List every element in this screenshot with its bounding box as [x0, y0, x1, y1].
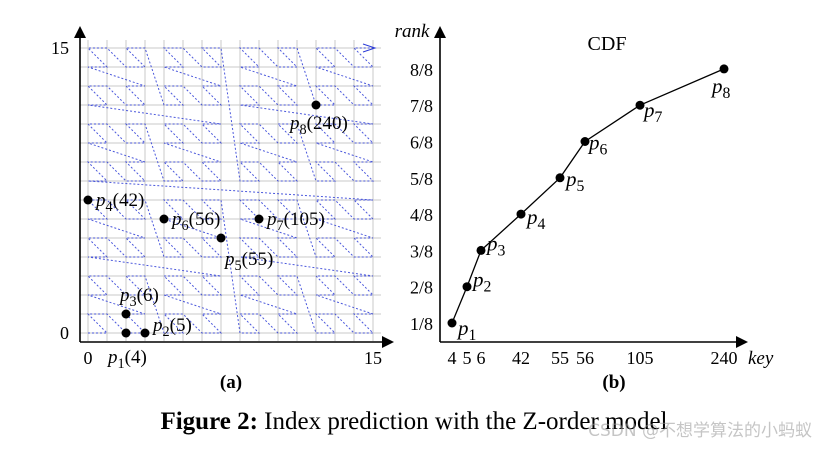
data-point-p8: [311, 100, 321, 110]
data-point-p3: [121, 309, 131, 319]
cdf-point-p1: [447, 318, 457, 328]
point-label-p1: p1(4): [106, 347, 147, 372]
point-label-p3: p3(6): [118, 285, 159, 310]
point-label-p8: p8(240): [288, 113, 348, 138]
x-tick-label: 5: [463, 348, 472, 368]
panel-a-tick-labels: 0 15 0 15: [51, 38, 382, 368]
x-tick-label: 105: [627, 348, 654, 368]
x-tick-label: 56: [576, 348, 594, 368]
panel-a-axes: [74, 26, 394, 348]
cdf-point-label-p2: p2: [471, 268, 491, 296]
x-axis-arrow: [736, 336, 748, 348]
y-axis-arrow: [434, 26, 446, 38]
cdf-point-label-p8: p8: [710, 74, 731, 102]
y-tick-label: 5/8: [410, 169, 433, 189]
panel-b-cdf: 4 5 6 42 55 56 105 2401/82/83/84/85/86/87/88/8 …: [395, 21, 774, 393]
x-tick-label: 6: [477, 348, 486, 368]
x-axis-arrow: [382, 336, 394, 348]
cdf-point-p6: [580, 137, 590, 146]
y-tick-label: 8/8: [410, 60, 433, 80]
cdf-point-label-p7: p7: [642, 98, 663, 126]
figure-caption: Figure 2: Index prediction with the Z-or…: [0, 408, 828, 436]
x-tick-label: 15: [364, 348, 382, 368]
x-axis-label: key: [748, 348, 774, 369]
cdf-point-p2: [462, 282, 472, 292]
z-order-curve: [86, 43, 377, 334]
y-tick-label: 15: [51, 38, 69, 58]
point-label-p2: p2(5): [151, 315, 192, 340]
data-point-p2: [140, 328, 150, 338]
watermark-text: CSDN @不想学算法的小蚂蚁: [588, 421, 812, 441]
point-label-p4: p4(42): [94, 190, 144, 215]
cdf-point-label-p1: p1: [456, 316, 476, 344]
caption-text: Index prediction with the Z-order model: [264, 408, 668, 435]
data-point-p5: [216, 233, 226, 243]
x-tick-label: 42: [512, 348, 530, 368]
data-point-p4: [83, 195, 93, 205]
panel-b-axes: [434, 26, 748, 348]
panel-b-label: (b): [602, 372, 625, 393]
z-order-path: [86, 47, 375, 334]
cdf-point-label-p6: p6: [587, 131, 608, 159]
caption-label: Figure 2:: [160, 408, 258, 435]
panel-a-label: (a): [220, 372, 242, 393]
y-tick-label: 0: [60, 323, 69, 343]
y-axis-arrow: [74, 26, 86, 38]
cdf-point-p3: [476, 245, 486, 255]
x-tick-label: 55: [551, 348, 569, 368]
y-tick-label: 1/8: [410, 314, 433, 334]
chart-title: CDF: [588, 33, 627, 55]
x-tick-label: 0: [84, 348, 93, 368]
curve-end-arrow: [362, 43, 377, 53]
data-point-p6: [159, 214, 169, 224]
y-tick-label: 4/8: [410, 205, 433, 225]
watermark: CSDN @不想学算法的小蚂蚁: [588, 416, 812, 441]
panel-a-zorder-grid: 0 15 0 15 p1(4)p2(5) p3(6) p4(42) p5(55)p6(56)…: [51, 26, 394, 393]
cdf-point-p4: [516, 209, 526, 219]
data-point-p1: [121, 328, 131, 338]
cdf-point-label-p5: p5: [564, 167, 585, 195]
y-tick-label: 7/8: [410, 96, 433, 116]
cdf-line: [451, 68, 725, 324]
point-label-p6: p6(56): [170, 209, 220, 234]
x-tick-label: 4: [448, 348, 457, 368]
point-label-p7: p7(105): [265, 209, 325, 234]
y-tick-label: 3/8: [410, 241, 433, 261]
y-tick-label: 2/8: [410, 278, 433, 298]
x-tick-label: 240: [711, 348, 738, 368]
cdf-point-label-p4: p4: [525, 205, 546, 233]
y-tick-label: 6/8: [410, 133, 433, 153]
panel-a-points: p1(4)p2(5) p3(6) p4(42) p5(55)p6(56) p7(105)…: [83, 100, 348, 372]
cdf-point-label-p3: p3: [485, 231, 506, 259]
cdf-point-p8: [719, 64, 729, 74]
point-label-p5: p5(55): [223, 249, 273, 274]
cdf-point-p5: [555, 173, 565, 183]
cdf-point-p7: [635, 100, 645, 110]
y-axis-label: rank: [395, 21, 430, 42]
data-point-p7: [254, 214, 264, 224]
cdf-polyline: [451, 68, 725, 324]
